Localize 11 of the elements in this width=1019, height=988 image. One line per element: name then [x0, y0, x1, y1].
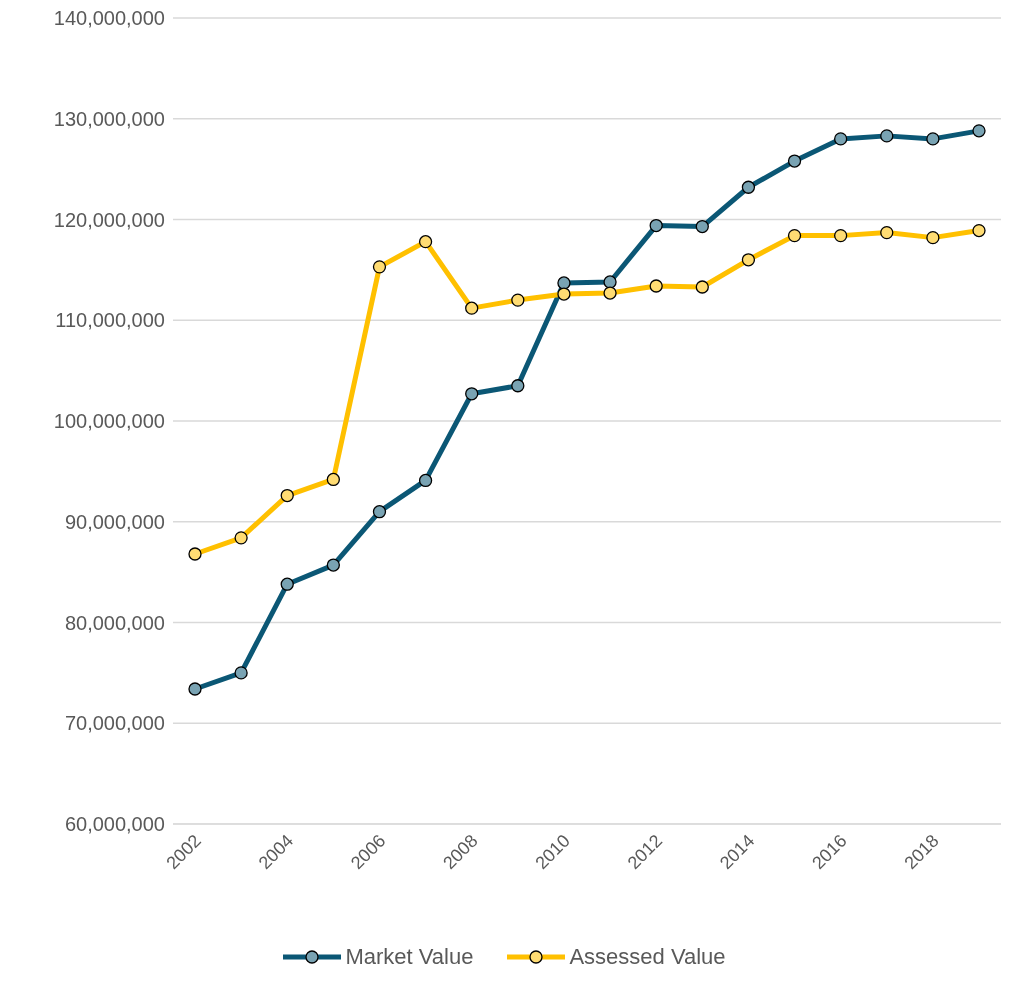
y-tick-label: 140,000,000 — [53, 7, 165, 30]
y-tick-label: 60,000,000 — [64, 813, 165, 836]
legend-label: Market Value — [345, 944, 474, 970]
y-tick-label: 120,000,000 — [53, 208, 165, 231]
y-tick-label: 100,000,000 — [53, 410, 165, 433]
y-tick-label: 130,000,000 — [53, 107, 165, 130]
y-tick-label: 90,000,000 — [64, 510, 165, 533]
legend-label: Assessed Value — [569, 944, 726, 970]
y-tick-label: 110,000,000 — [55, 309, 165, 332]
y-tick-label: 70,000,000 — [64, 712, 165, 735]
y-tick-label: 80,000,000 — [64, 611, 165, 634]
